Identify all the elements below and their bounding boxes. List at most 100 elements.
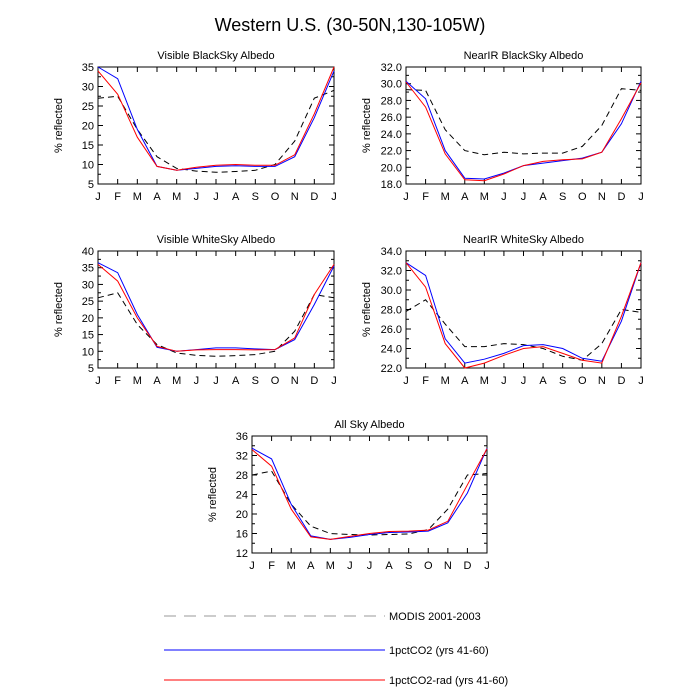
- x-tick-label: S: [559, 375, 566, 387]
- y-tick-label: 20.0: [381, 162, 402, 174]
- y-tick-label: 32.0: [381, 266, 402, 278]
- x-tick-label: J: [213, 191, 219, 203]
- x-tick-label: N: [444, 560, 452, 572]
- x-tick-label: N: [598, 375, 606, 387]
- x-tick-label: M: [480, 191, 489, 203]
- x-tick-label: F: [114, 191, 121, 203]
- y-tick-label: 12: [236, 548, 248, 560]
- x-tick-label: A: [539, 191, 547, 203]
- x-tick-label: M: [172, 375, 181, 387]
- x-tick-label: J: [403, 191, 409, 203]
- y-tick-label: 35: [82, 263, 94, 275]
- y-axis-label: % reflected: [207, 467, 219, 522]
- x-tick-label: J: [484, 560, 490, 572]
- y-tick-label: 34.0: [381, 246, 402, 258]
- y-tick-label: 40: [82, 246, 94, 258]
- y-tick-label: 24.0: [381, 344, 402, 356]
- x-tick-label: A: [153, 191, 161, 203]
- x-tick-label: O: [271, 191, 280, 203]
- y-tick-label: 26.0: [381, 324, 402, 336]
- x-tick-label: J: [331, 191, 337, 203]
- x-tick-label: O: [271, 375, 280, 387]
- series-line-modis: [405, 299, 642, 361]
- plot-frame: [97, 250, 335, 369]
- y-tick-label: 28: [236, 470, 248, 482]
- plot-frame: [405, 250, 642, 369]
- y-tick-label: 20: [82, 313, 94, 325]
- x-tick-label: F: [268, 560, 275, 572]
- x-tick-label: N: [291, 191, 299, 203]
- y-tick-label: 30: [82, 82, 94, 94]
- legend-label-modis: MODIS 2001-2003: [389, 611, 481, 623]
- y-tick-label: 20: [236, 509, 248, 521]
- x-tick-label: M: [326, 560, 335, 572]
- panel-title: Visible BlackSky Albedo: [157, 50, 274, 62]
- x-tick-label: O: [424, 560, 433, 572]
- x-tick-label: J: [501, 375, 507, 387]
- y-tick-label: 25: [82, 296, 94, 308]
- x-tick-label: J: [249, 560, 255, 572]
- y-tick-label: 24: [236, 490, 248, 502]
- series-line-co2rad: [97, 264, 335, 352]
- x-tick-label: J: [95, 191, 101, 203]
- x-tick-label: A: [307, 560, 315, 572]
- x-tick-label: J: [331, 375, 337, 387]
- x-tick-label: J: [638, 191, 644, 203]
- x-tick-label: D: [310, 191, 318, 203]
- x-tick-label: A: [232, 375, 240, 387]
- y-tick-label: 24.0: [381, 129, 402, 141]
- x-tick-label: M: [133, 191, 142, 203]
- x-tick-label: J: [367, 560, 373, 572]
- x-tick-label: F: [422, 191, 429, 203]
- y-axis-label: % reflected: [53, 98, 65, 153]
- legend: MODIS 2001-2003 1pctCO2 (yrs 41-60) 1pctCO…: [164, 611, 508, 687]
- y-tick-label: 10: [82, 346, 94, 358]
- y-tick-label: 35: [82, 62, 94, 74]
- x-tick-label: M: [441, 191, 450, 203]
- y-tick-label: 30.0: [381, 79, 402, 91]
- x-tick-label: J: [521, 375, 527, 387]
- y-tick-label: 28.0: [381, 305, 402, 317]
- y-tick-label: 22.0: [381, 363, 402, 375]
- panel-title: NearIR WhiteSky Albedo: [463, 234, 584, 246]
- panel-title: Visible WhiteSky Albedo: [157, 234, 275, 246]
- x-tick-label: A: [153, 375, 161, 387]
- x-tick-label: S: [252, 375, 259, 387]
- series-line-co2: [405, 262, 642, 364]
- x-tick-label: A: [461, 191, 469, 203]
- x-tick-label: J: [403, 375, 409, 387]
- y-tick-label: 32.0: [381, 62, 402, 74]
- series-line-co2: [97, 262, 335, 352]
- y-tick-label: 26.0: [381, 112, 402, 124]
- x-tick-label: J: [213, 375, 219, 387]
- y-tick-label: 15: [82, 330, 94, 342]
- panel-title: NearIR BlackSky Albedo: [464, 50, 584, 62]
- legend-label-co2rad: 1pctCO2-rad (yrs 41-60): [389, 675, 508, 687]
- y-tick-label: 30: [82, 279, 94, 291]
- series-line-co2rad: [97, 66, 335, 171]
- y-tick-label: 20: [82, 121, 94, 133]
- x-tick-label: D: [617, 375, 625, 387]
- x-tick-label: J: [347, 560, 353, 572]
- panel-title: All Sky Albedo: [334, 419, 404, 431]
- y-tick-label: 28.0: [381, 95, 402, 107]
- x-tick-label: M: [287, 560, 296, 572]
- x-tick-label: M: [441, 375, 450, 387]
- y-tick-label: 30.0: [381, 285, 402, 297]
- y-axis-label: % reflected: [361, 98, 373, 153]
- y-tick-label: 25: [82, 101, 94, 113]
- y-tick-label: 32: [236, 451, 248, 463]
- x-tick-label: D: [463, 560, 471, 572]
- x-tick-label: A: [539, 375, 547, 387]
- series-line-modis: [251, 470, 488, 536]
- y-tick-label: 18.0: [381, 179, 402, 191]
- figure-title: Western U.S. (30-50N,130-105W): [215, 15, 486, 35]
- x-tick-label: S: [252, 191, 259, 203]
- y-tick-label: 15: [82, 140, 94, 152]
